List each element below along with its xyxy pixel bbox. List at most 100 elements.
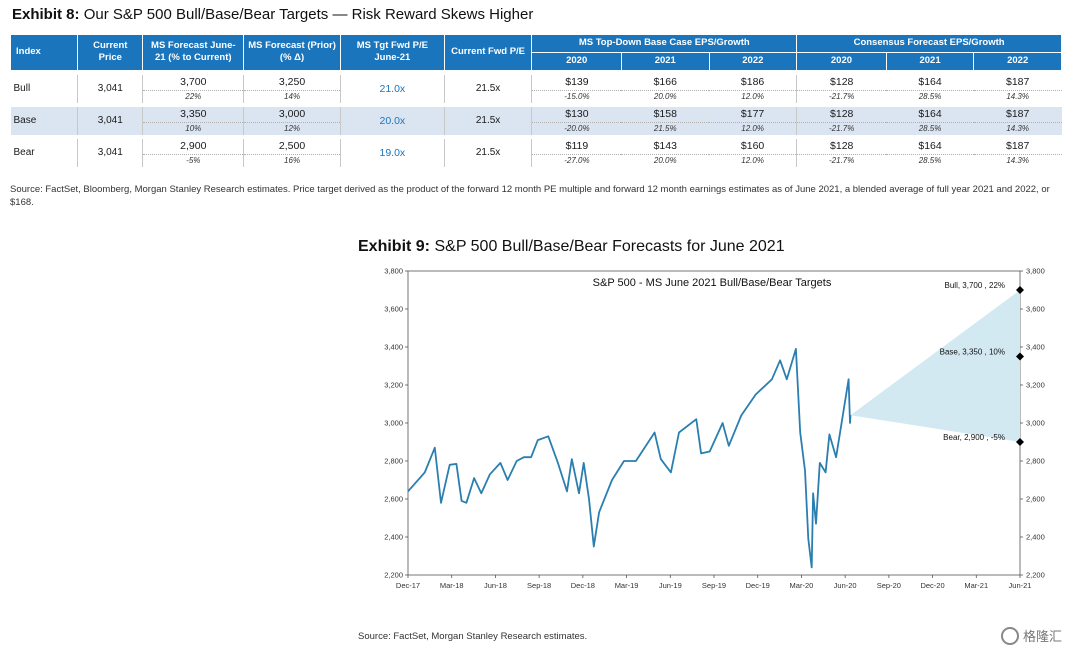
row-prior-pct: 16%: [243, 154, 341, 167]
x-tick-label: Sep-20: [877, 581, 901, 590]
row-ms-growth: 12.0%: [709, 122, 798, 135]
targets-table: Index Current Price MS Forecast June-21 …: [9, 34, 1062, 167]
row-ms-eps: $186: [709, 74, 798, 91]
header-cons-year: 2020: [796, 51, 887, 71]
x-tick-label: Mar-19: [615, 581, 639, 590]
table-row-bull: Bull 3,041 3,700 3,250 21.0x 21.5x $139 …: [10, 74, 1062, 103]
row-ms-growth: 12.0%: [709, 154, 798, 167]
row-ms-growth: -27.0%: [564, 156, 590, 166]
y-tick-label-right: 3,200: [1026, 381, 1045, 390]
y-tick-label-left: 2,600: [384, 495, 403, 504]
row-cons-growth: 28.5%: [886, 122, 974, 135]
row-index: Bear: [10, 138, 79, 167]
exhibit9-title: Exhibit 9: S&P 500 Bull/Base/Bear Foreca…: [358, 238, 785, 256]
row-cons-growth: 14.3%: [973, 122, 1062, 135]
target-label: Bull, 3,700 , 22%: [945, 281, 1005, 290]
table-row-bear: Bear 3,041 2,900 2,500 19.0x 21.5x $119 …: [10, 138, 1062, 167]
row-ms-eps: $158: [621, 106, 710, 123]
y-tick-label-left: 3,600: [384, 305, 403, 314]
row-cons-eps: $128: [796, 106, 887, 123]
x-tick-label: Jun-21: [1009, 581, 1032, 590]
y-tick-label-left: 3,000: [384, 419, 403, 428]
row-current-price: 3,041: [77, 138, 144, 167]
header-ms-tgt-pe: MS Tgt Fwd P/E June-21: [339, 34, 445, 71]
row-index: Base: [10, 106, 79, 135]
row-ms-eps: $166: [621, 74, 710, 91]
x-tick-label: Mar-21: [964, 581, 988, 590]
row-cons-growth: -21.7%: [796, 122, 887, 135]
row-cons-growth: 14.3%: [1006, 156, 1029, 166]
x-tick-label: Sep-19: [702, 581, 726, 590]
row-cons-growth: -21.7%: [829, 156, 855, 166]
target-label: Bear, 2,900 , -5%: [943, 433, 1005, 442]
row-ms-eps: $130: [531, 106, 622, 123]
y-tick-label-right: 3,600: [1026, 305, 1045, 314]
row-cons-eps: $128: [796, 74, 887, 91]
row-ms-growth: 20.0%: [653, 92, 677, 102]
row-prior: 2,500: [243, 138, 341, 155]
y-tick-label-right: 3,000: [1026, 419, 1045, 428]
header-topdown-group: MS Top-Down Base Case EPS/Growth: [531, 34, 798, 53]
row-prior: 3,000: [243, 106, 341, 123]
x-tick-label: Sep-18: [527, 581, 551, 590]
row-cons-eps: $187: [973, 74, 1062, 91]
row-forecast: 3,700: [142, 74, 245, 91]
exhibit8-label: Exhibit 8:: [12, 6, 80, 23]
row-ms-eps: $143: [621, 138, 710, 155]
row-cons-eps: $164: [886, 106, 974, 123]
row-current-price: 3,041: [77, 74, 144, 103]
exhibit8-title-text: Our S&P 500 Bull/Base/Bear Targets — Ris…: [83, 6, 534, 23]
exhibit9-source: Source: FactSet, Morgan Stanley Research…: [358, 631, 588, 642]
watermark-logo-icon: [1000, 626, 1019, 645]
row-cons-eps: $164: [886, 74, 974, 91]
x-tick-label: Dec-17: [396, 581, 420, 590]
row-ms-eps: $160: [709, 138, 798, 155]
x-tick-label: Jun-18: [484, 581, 507, 590]
exhibit8-title: Exhibit 8: Our S&P 500 Bull/Base/Bear Ta…: [12, 6, 533, 23]
target-marker: [1016, 438, 1024, 446]
row-forecast: 2,900: [142, 138, 245, 155]
y-tick-label-right: 2,200: [1026, 571, 1045, 580]
header-current-price: Current Price: [77, 34, 144, 71]
y-tick-label-right: 2,800: [1026, 457, 1045, 466]
row-ms-growth: 21.5%: [621, 122, 710, 135]
y-tick-label-right: 3,800: [1026, 267, 1045, 276]
row-prior: 3,250: [243, 74, 341, 91]
target-label: Base, 3,350 , 10%: [940, 348, 1005, 357]
row-index: Bull: [10, 74, 79, 103]
header-index: Index: [9, 34, 79, 71]
exhibit8-source: Source: FactSet, Bloomberg, Morgan Stanl…: [10, 184, 1050, 208]
x-tick-label: Mar-18: [440, 581, 464, 590]
projection-cone: [850, 290, 1020, 442]
row-ms-eps: $177: [709, 106, 798, 123]
x-tick-label: Jun-20: [834, 581, 857, 590]
y-tick-label-right: 2,600: [1026, 495, 1045, 504]
row-ms-growth: -15.0%: [564, 92, 590, 102]
row-ms-growth: 20.0%: [653, 156, 677, 166]
y-tick-label-left: 3,200: [384, 381, 403, 390]
row-tgt-pe: 19.0x: [340, 138, 445, 167]
target-marker: [1016, 352, 1024, 361]
row-cons-eps: $187: [973, 138, 1062, 155]
header-ms-year: 2021: [620, 51, 710, 71]
row-ms-eps: $139: [531, 74, 622, 91]
header-current-pe: Current Fwd P/E: [443, 34, 533, 71]
y-tick-label-left: 2,800: [384, 457, 403, 466]
y-tick-label-left: 3,400: [384, 343, 403, 352]
row-cons-growth: 28.5%: [918, 92, 942, 102]
row-cons-growth: 14.3%: [1006, 92, 1029, 102]
row-current-pe: 21.5x: [444, 74, 533, 103]
y-tick-label-right: 3,400: [1026, 343, 1045, 352]
x-tick-label: Mar-20: [790, 581, 814, 590]
header-ms-year: 2022: [708, 51, 798, 71]
x-tick-label: Dec-20: [920, 581, 944, 590]
row-cons-eps: $187: [973, 106, 1062, 123]
header-ms-year: 2020: [531, 51, 622, 71]
row-prior-pct: 12%: [243, 122, 341, 135]
watermark-text: 格隆汇: [1022, 629, 1062, 644]
target-marker: [1016, 286, 1024, 294]
x-tick-label: Dec-18: [571, 581, 595, 590]
row-cons-eps: $128: [796, 138, 887, 155]
y-tick-label-left: 2,400: [384, 533, 403, 542]
row-current-pe: 21.5x: [444, 138, 533, 167]
